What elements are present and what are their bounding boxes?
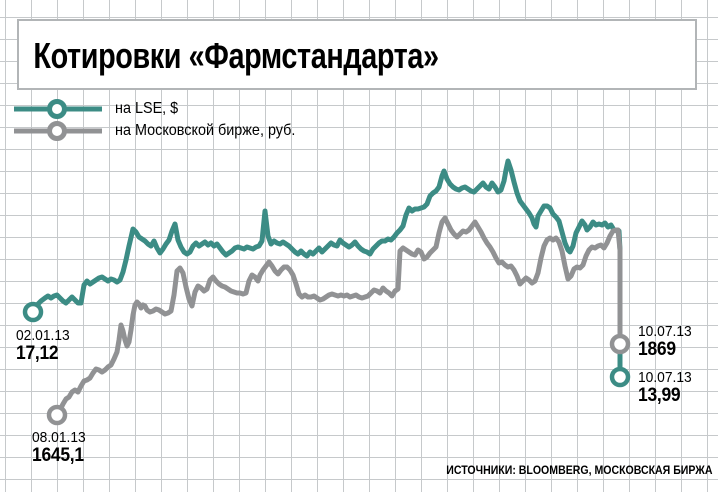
annotation-moex-start: 08.01.13 1645,1 (32, 430, 86, 466)
annotation-lse-end: 10.07.13 13,99 (638, 370, 692, 406)
moex-series-marker-icon (14, 121, 102, 141)
annotation-value: 13,99 (638, 385, 681, 406)
annotation-date: 10.07.13 (638, 323, 692, 340)
chart-title: Котировки «Фармстандарта» (33, 35, 439, 76)
annotation-value: 1869 (638, 339, 676, 360)
annotation-date: 10.07.13 (638, 369, 692, 386)
annotation-value: 1645,1 (32, 445, 84, 466)
lse-series-marker-icon (14, 99, 102, 119)
annotation-date: 02.01.13 (16, 327, 70, 344)
legend-label-moex: на Московской бирже, руб. (115, 122, 296, 139)
legend-item-moex: на Московской бирже, руб. (0, 120, 315, 142)
annotation-date: 08.01.13 (32, 429, 86, 446)
legend-label-lse: на LSE, $ (115, 100, 179, 117)
annotation-moex-end: 10.07.13 1869 (638, 324, 692, 360)
annotation-lse-start: 02.01.13 17,12 (16, 328, 70, 364)
source-credit: ИСТОЧНИКИ: BLOOMBERG, МОСКОВСКАЯ БИРЖА (445, 463, 712, 477)
title-box: Котировки «Фармстандарта» (17, 19, 697, 90)
annotation-value: 17,12 (16, 343, 59, 364)
legend-item-lse: на LSE, $ (0, 98, 315, 120)
legend: на LSE, $ на Московской бирже, руб. (0, 98, 315, 142)
